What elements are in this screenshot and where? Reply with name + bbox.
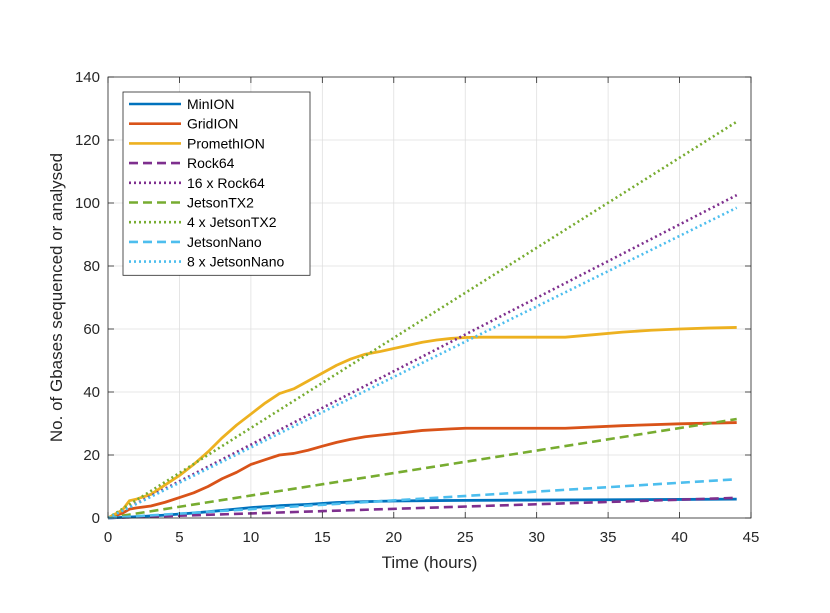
y-tick-label: 140 xyxy=(75,69,100,86)
x-tick-label: 0 xyxy=(104,529,112,546)
y-tick-label: 20 xyxy=(83,447,100,464)
series-line-rock64 xyxy=(107,496,737,520)
data-series xyxy=(107,120,738,520)
plot-frame xyxy=(107,76,752,519)
y-tick-label: 120 xyxy=(75,132,100,149)
legend-label-gridion: GridION xyxy=(187,116,238,132)
y-tick-label: 0 xyxy=(92,510,100,527)
legend: MinION GridION PromethION Rock64 16 x Rock64… xyxy=(122,91,311,276)
axis-ticks: 0 5 10 15 20 25 30 35 40 45 0 20 40 60 80 100 120 140 xyxy=(75,69,759,546)
legend-label-promethion: PromethION xyxy=(187,135,265,151)
x-tick-label: 10 xyxy=(243,529,260,546)
x-tick-label: 30 xyxy=(528,529,545,546)
x-tick-label: 15 xyxy=(314,529,331,546)
series-line-8-x-jetsonnano xyxy=(107,206,738,520)
series-line-jetsontx2 xyxy=(107,417,737,520)
series-line-4-x-jetsontx2 xyxy=(107,120,738,520)
legend-label-jetsonnano: JetsonNano xyxy=(187,234,262,250)
x-tick-label: 20 xyxy=(385,529,402,546)
legend-label-minion: MinION xyxy=(187,96,234,112)
x-tick-label: 40 xyxy=(671,529,688,546)
series-line-jetsonnano xyxy=(107,477,737,520)
x-tick-label: 25 xyxy=(457,529,474,546)
legend-label-jetsontx2: JetsonTX2 xyxy=(187,195,254,211)
legend-label-4-x-jetsontx2: 4 x JetsonTX2 xyxy=(187,214,277,230)
y-axis-label: No. of Gbases sequenced or analysed xyxy=(47,153,66,442)
y-tick-label: 40 xyxy=(83,384,100,401)
y-tick-label: 100 xyxy=(75,195,100,212)
legend-label-rock64: Rock64 xyxy=(187,155,235,171)
x-tick-label: 45 xyxy=(743,529,760,546)
series-line-gridion xyxy=(107,421,737,520)
x-tick-label: 35 xyxy=(600,529,617,546)
series-line-promethion xyxy=(107,326,737,520)
legend-label-8-x-jetsonnano: 8 x JetsonNano xyxy=(187,254,284,270)
y-tick-label: 60 xyxy=(83,321,100,338)
y-tick-label: 80 xyxy=(83,258,100,275)
x-axis-label: Time (hours) xyxy=(382,553,478,572)
legend-label-16-x-rock64: 16 x Rock64 xyxy=(187,175,265,191)
x-tick-label: 5 xyxy=(175,529,183,546)
